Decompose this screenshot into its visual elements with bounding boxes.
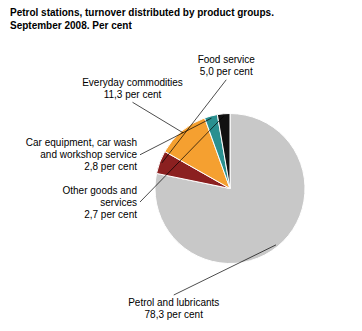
svg-text:Car equipment, car washand wor: Car equipment, car washand workshop serv… <box>26 137 138 172</box>
svg-text:Food service5,0 per cent: Food service5,0 per cent <box>198 54 256 77</box>
svg-text:Everyday commodities11,3 per c: Everyday commodities11,3 per cent <box>82 77 183 100</box>
svg-text:Other goods andservices2,7 per: Other goods andservices2,7 per cent <box>63 185 138 220</box>
html-text:September 2008. Per cent: September 2008. Per cent <box>10 20 132 31</box>
svg-text:Petrol and lubricants78,3 per: Petrol and lubricants78,3 per cent <box>128 297 219 320</box>
html-text:Petrol stations, turnover dist: Petrol stations, turnover distributed by… <box>10 7 274 18</box>
